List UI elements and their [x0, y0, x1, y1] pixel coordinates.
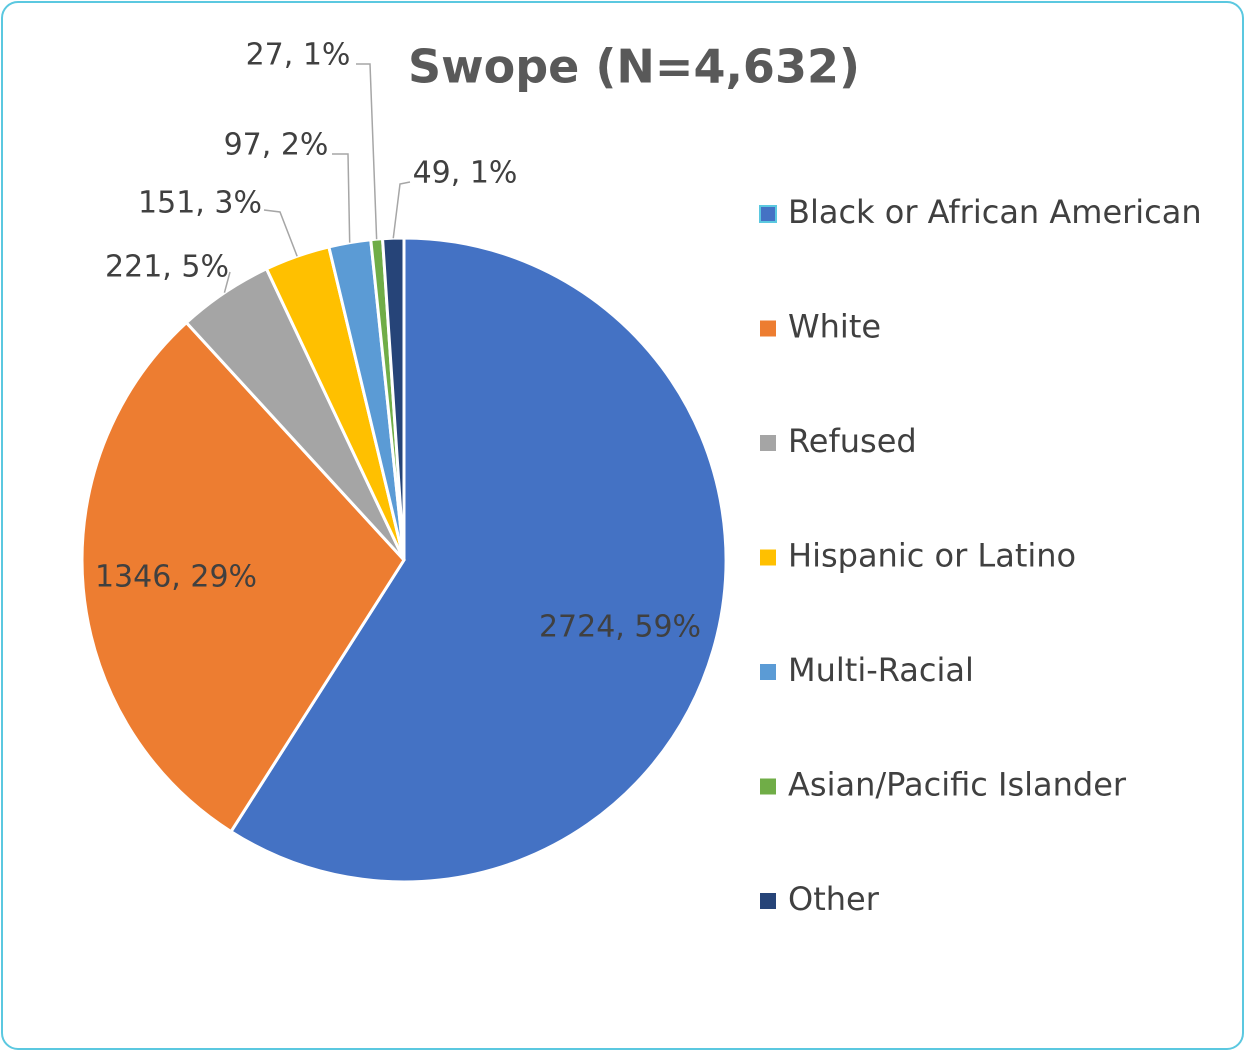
legend-swatch	[759, 205, 777, 223]
data-label: 97, 2%	[224, 128, 329, 163]
leader-line	[392, 181, 411, 239]
legend-swatch	[760, 778, 776, 795]
leader-line	[332, 153, 351, 243]
legend-swatch	[760, 320, 776, 337]
legend-label: Multi-Racial	[788, 651, 974, 689]
legend-label: Black or African American	[788, 193, 1202, 231]
leader-line	[223, 271, 231, 293]
data-label: 2724, 59%	[539, 610, 701, 645]
legend-label: Hispanic or Latino	[788, 537, 1076, 575]
data-label: 1346, 29%	[95, 560, 257, 595]
data-label: 49, 1%	[413, 156, 518, 191]
legend-label: Asian/Pacific Islander	[788, 766, 1127, 804]
legend-swatch	[760, 893, 776, 909]
data-label: 221, 5%	[105, 250, 229, 285]
data-label: 151, 3%	[138, 186, 262, 221]
pie-slice	[228, 236, 728, 884]
legend-swatch	[760, 549, 776, 566]
legend-label: Refused	[788, 422, 917, 460]
leader-line	[356, 63, 378, 240]
chart-title: Swope (N=4,632)	[408, 40, 860, 94]
legend-label: Other	[788, 880, 880, 918]
data-label: 27, 1%	[246, 38, 351, 73]
legend-swatch	[760, 435, 776, 451]
legend-swatch	[760, 664, 776, 680]
leader-line	[263, 209, 298, 257]
pie-slice	[80, 320, 406, 834]
legend-label: White	[788, 308, 881, 346]
